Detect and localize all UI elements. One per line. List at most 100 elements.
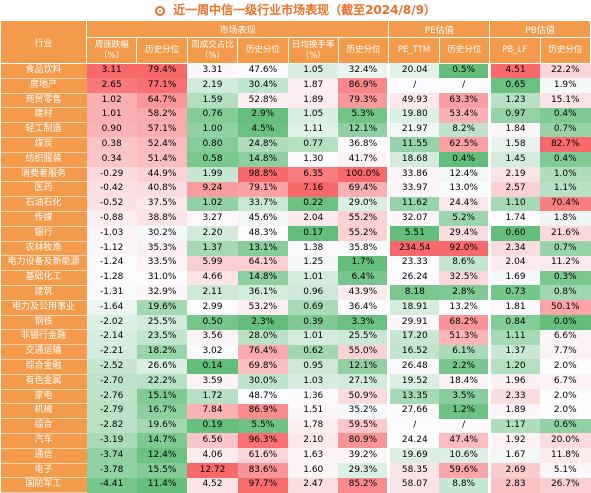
data-cell: 2.11	[187, 285, 238, 301]
data-cell: 86.9%	[338, 78, 389, 94]
data-cell: 26.6%	[136, 359, 188, 375]
data-cell: 1.03	[288, 374, 339, 390]
data-cell: 13.1%	[237, 241, 289, 256]
data-cell: 2.20	[187, 226, 238, 242]
data-cell: 0.77	[288, 137, 339, 153]
table-row: 煤炭 0.38 52.4% 0.80 24.8% 0.77 36.8% 11.55 62.5% 1…	[0, 137, 591, 153]
data-cell: 1.17	[488, 418, 541, 434]
data-cell: 6.56	[187, 433, 238, 449]
data-cell: 51.4%	[136, 152, 188, 168]
data-cell: -1.12	[86, 241, 137, 256]
table-row: 综合金融 -2.52 26.6% 0.14 69.8% 0.95 12.1% 26.48 2.2…	[0, 359, 591, 375]
title-bar: 近一周中信一级行业市场表现（截至2024/8/9）	[0, 0, 591, 20]
data-cell: 50.9%	[338, 389, 389, 404]
data-cell: 1.36	[288, 389, 339, 404]
data-cell: 33.97	[387, 181, 440, 197]
table-row: 房地产 2.65 77.1% 2.19 30.4% 1.87 86.9% //0.65 1.9%	[0, 78, 591, 94]
data-cell: 25.5%	[338, 329, 389, 345]
data-cell: 13.35	[387, 389, 440, 404]
data-cell: 3.59	[187, 374, 238, 390]
industry-name: 国防军工	[0, 477, 87, 493]
industry-name: 综合	[0, 418, 87, 434]
data-cell: -2.79	[86, 403, 137, 419]
table-row: 有色金属 -2.70 22.2% 3.59 30.0% 1.03 27.1% 19.52 18.…	[0, 374, 591, 390]
data-cell: 2.99	[187, 300, 238, 316]
data-cell: 39.2%	[338, 448, 389, 464]
data-cell: 7.16	[288, 181, 339, 197]
data-cell: 28.0%	[237, 329, 289, 345]
data-cell: -1.03	[86, 226, 137, 242]
industry-name: 传媒	[0, 211, 87, 227]
data-cell: 43.9%	[338, 285, 389, 301]
data-cell: 1.01	[288, 329, 339, 345]
data-cell: 11.8%	[540, 448, 591, 464]
data-cell: 35.8%	[338, 241, 389, 256]
data-cell: -1.64	[86, 300, 137, 316]
data-cell: 29.0%	[338, 196, 389, 212]
table-row: 机械 -2.79 16.7% 7.84 86.9% 1.51 35.2% 27.66 1.2% 1…	[0, 403, 591, 420]
data-cell: 30.0%	[237, 374, 289, 390]
data-cell: 61.6%	[237, 448, 289, 464]
data-cell: 11.55	[387, 137, 440, 153]
data-cell: 1.81	[488, 300, 541, 316]
data-cell: 1.60	[288, 463, 339, 478]
data-cell: 14.8%	[237, 152, 289, 168]
data-cell: 2.8%	[439, 285, 490, 301]
column-header: PB_LF	[489, 37, 541, 64]
data-cell: 0.58	[187, 152, 238, 168]
data-cell: 14.7%	[136, 433, 188, 449]
data-cell: 1.96	[488, 374, 541, 390]
industry-name: 钢铁	[0, 315, 87, 331]
table-row: 纺织服装 0.34 51.4% 0.58 14.8% 1.30 41.7% 18.68 0.4%…	[0, 152, 591, 168]
data-cell: 59.6%	[439, 463, 490, 478]
data-cell: 0.60	[488, 226, 541, 242]
data-cell: 2.04	[288, 211, 339, 227]
data-cell: 1.10	[488, 196, 541, 212]
data-cell: 1.7%	[338, 255, 389, 271]
data-cell: -3.74	[86, 448, 137, 464]
data-cell: 1.69	[488, 270, 541, 286]
data-cell: -4.41	[86, 477, 137, 493]
data-cell: 52.4%	[136, 137, 188, 153]
data-cell: 1.00	[187, 122, 238, 138]
data-cell: 59.5%	[338, 418, 389, 434]
data-cell: -3.78	[86, 463, 137, 478]
column-header: 周涨跌幅（%）	[85, 37, 138, 64]
column-header-row: 周涨跌幅（%） 历史分位 周成交占比（%） 历史分位 日均换手率（%） 历史分位 PE_TT…	[1, 37, 591, 64]
data-cell: 2.65	[86, 78, 137, 94]
data-cell: 0.65	[488, 78, 541, 94]
group-header: PE估值	[388, 20, 491, 38]
data-cell: 1.01	[86, 107, 137, 123]
data-cell: 0.4%	[540, 107, 591, 123]
table-row: 基础化工 -1.28 31.0% 4.66 14.8% 1.01 6.4% 26.24 32.5…	[0, 270, 591, 286]
data-cell: 4.5%	[237, 122, 289, 138]
data-cell: 1.02	[187, 196, 238, 212]
data-cell: 5.99	[187, 255, 238, 271]
data-cell: 1.8%	[540, 211, 591, 227]
data-cell: 0.7%	[540, 241, 591, 256]
data-cell: 2.9%	[237, 107, 289, 123]
industry-name: 建材	[0, 107, 87, 124]
data-cell: 0.69	[288, 300, 339, 316]
table-row: 通信 -3.74 12.4% 4.06 61.6% 1.63 39.2% 19.69 10.6%…	[0, 448, 591, 464]
table-row: 银行 -1.03 30.2% 2.20 48.3% 0.17 55.2% 5.51 29.4% 0…	[0, 226, 591, 242]
industry-name: 医药	[0, 181, 87, 198]
data-cell: 47.4%	[439, 433, 490, 449]
data-cell: 6.4%	[338, 270, 389, 286]
data-cell: 96.3%	[237, 433, 289, 449]
data-cell: 52.8%	[237, 93, 289, 108]
data-cell: 4.52	[187, 477, 238, 493]
data-cell: 1.63	[288, 448, 339, 464]
table-row: 钢铁 -2.02 25.5% 0.50 2.3% 0.39 3.3% 29.91 68.2% 0.…	[0, 315, 591, 331]
industry-name: 非银行金融	[0, 329, 87, 346]
column-header: PE_TTM	[388, 37, 440, 64]
data-cell: 48.7%	[237, 389, 289, 404]
data-cell: 8.2%	[439, 122, 490, 138]
data-cell: -2.76	[86, 389, 137, 404]
data-cell: 32.07	[387, 211, 440, 227]
data-cell: /	[387, 78, 440, 94]
data-cell: 0.96	[288, 285, 339, 301]
industry-name: 电力及公用事业	[0, 300, 87, 316]
data-cell: 1.37	[488, 344, 541, 360]
data-cell: 1.1%	[540, 181, 591, 197]
